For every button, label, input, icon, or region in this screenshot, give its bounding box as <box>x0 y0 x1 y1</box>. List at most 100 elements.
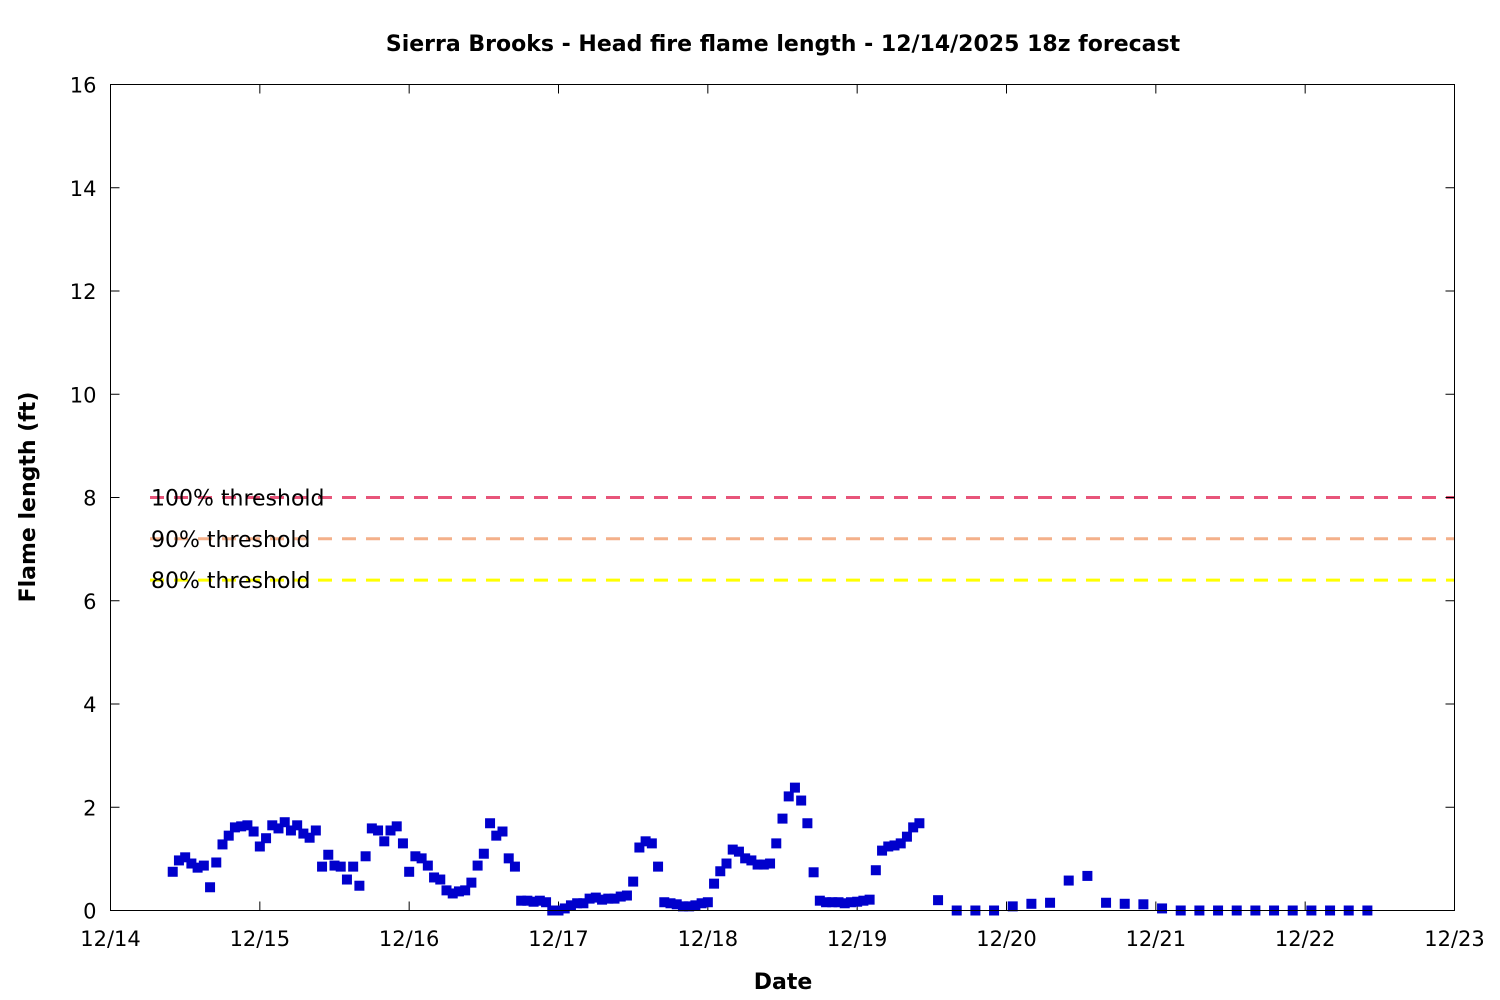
data-point <box>528 896 539 907</box>
data-point <box>709 878 720 889</box>
data-point <box>397 838 408 849</box>
data-point <box>758 859 769 870</box>
data-point <box>447 888 458 899</box>
data-point <box>410 851 421 862</box>
data-point <box>808 867 819 878</box>
data-point <box>565 900 576 911</box>
data-point <box>485 818 496 829</box>
data-point <box>845 897 856 908</box>
data-point <box>261 833 272 844</box>
data-point <box>441 885 452 896</box>
data-point <box>814 895 825 906</box>
data-point <box>852 896 863 907</box>
data-point <box>609 893 620 904</box>
threshold-lines: 100% threshold 90% threshold 80% threshold <box>150 487 1455 594</box>
data-point <box>578 898 589 909</box>
data-point <box>478 848 489 859</box>
x-tick-label: 12/16 <box>379 927 440 951</box>
y-axis-title: Flame length (ft) <box>16 392 41 603</box>
x-tick-label: 12/20 <box>976 927 1037 951</box>
data-point <box>254 841 265 852</box>
data-point <box>677 901 688 912</box>
data-point <box>173 855 184 866</box>
threshold-label: 90% threshold <box>151 528 311 553</box>
data-point <box>453 886 464 897</box>
data-point <box>541 897 552 908</box>
data-point <box>659 897 670 908</box>
data-point <box>653 861 664 872</box>
x-tick-label: 12/14 <box>80 927 141 951</box>
data-point <box>721 858 732 869</box>
data-point <box>883 841 894 852</box>
x-tick-label: 12/22 <box>1275 927 1336 951</box>
data-point <box>889 840 900 851</box>
data-point <box>746 855 757 866</box>
y-tick-label: 10 <box>70 383 97 407</box>
threshold-label: 100% threshold <box>151 487 325 512</box>
data-point <box>765 858 776 869</box>
data-point <box>833 897 844 908</box>
data-point <box>796 795 807 806</box>
data-point <box>317 861 328 872</box>
data-point <box>416 853 427 864</box>
data-point <box>516 895 527 906</box>
data-point <box>503 853 514 864</box>
y-tick-label: 16 <box>70 74 97 98</box>
y-tick-label: 0 <box>83 900 96 924</box>
data-point <box>628 876 639 887</box>
data-point <box>460 885 471 896</box>
data-point <box>877 845 888 856</box>
data-point <box>646 838 657 849</box>
data-point <box>702 897 713 908</box>
data-point <box>634 842 645 853</box>
data-point <box>167 866 178 877</box>
data-point <box>1063 875 1074 886</box>
data-point <box>341 874 352 885</box>
data-point <box>329 860 340 871</box>
data-point <box>895 838 906 849</box>
y-tick-label: 4 <box>83 693 96 717</box>
data-point <box>404 866 415 877</box>
plot-frame <box>110 84 1455 911</box>
data-point <box>391 821 402 832</box>
axis-ticks: 0 2 4 6 8 10 12 14 16 12/14 12/15 12/16 12/17 12/18 12… <box>70 74 1485 952</box>
data-point <box>373 825 384 836</box>
data-point <box>684 901 695 912</box>
data-point <box>509 861 520 872</box>
data-point <box>1157 903 1168 914</box>
data-point <box>186 858 197 869</box>
data-point <box>198 860 209 871</box>
data-point <box>323 849 334 860</box>
data-point <box>348 861 359 872</box>
data-point <box>491 830 502 841</box>
data-point <box>1082 870 1093 881</box>
threshold-label: 80% threshold <box>151 569 311 594</box>
data-point <box>1045 897 1056 908</box>
data-point <box>1138 899 1149 910</box>
data-point <box>783 791 794 802</box>
data-point <box>205 882 216 893</box>
data-point <box>789 782 800 793</box>
chart-title: Sierra Brooks - Head fire flame length -… <box>386 32 1181 57</box>
data-point <box>777 813 788 824</box>
data-point <box>310 825 321 836</box>
data-point <box>534 895 545 906</box>
data-point <box>690 900 701 911</box>
data-point <box>727 844 738 855</box>
x-tick-label: 12/17 <box>528 927 589 951</box>
data-point <box>696 898 707 909</box>
data-point <box>1101 897 1112 908</box>
data-point <box>827 897 838 908</box>
data-point <box>858 895 869 906</box>
data-point <box>429 872 440 883</box>
y-tick-label: 6 <box>83 590 96 614</box>
data-point <box>248 826 259 837</box>
data-point <box>584 893 595 904</box>
data-point <box>466 877 477 888</box>
data-point <box>292 820 303 831</box>
data-point <box>379 836 390 847</box>
data-point <box>802 818 813 829</box>
data-point <box>180 852 191 863</box>
data-point <box>1119 898 1130 909</box>
